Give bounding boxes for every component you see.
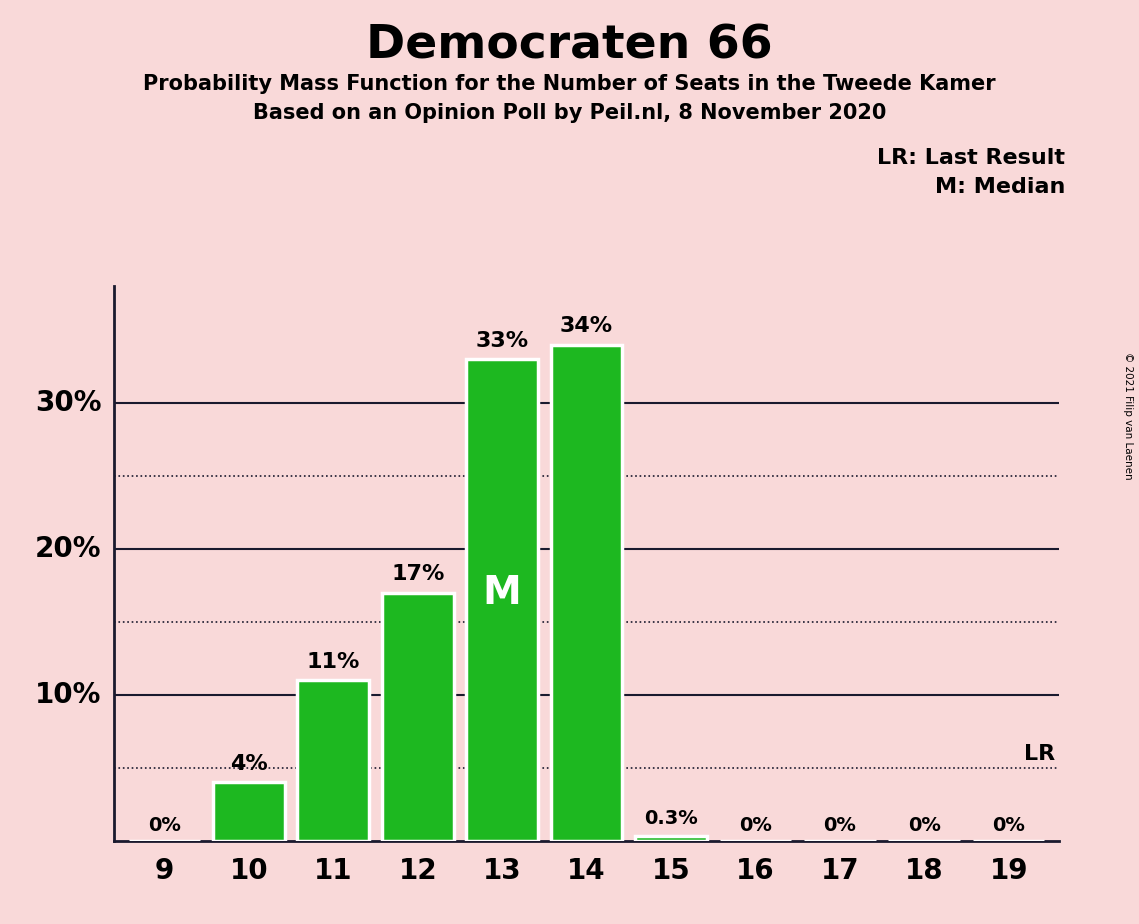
Text: 11%: 11% bbox=[306, 651, 360, 672]
Bar bbox=[636, 836, 707, 841]
Text: M: Median: M: Median bbox=[935, 177, 1065, 198]
Text: 10%: 10% bbox=[35, 681, 101, 709]
Text: © 2021 Filip van Laenen: © 2021 Filip van Laenen bbox=[1123, 352, 1132, 480]
Bar bbox=[213, 783, 285, 841]
Text: 0%: 0% bbox=[992, 816, 1025, 835]
Text: M: M bbox=[483, 574, 522, 612]
Text: LR: LR bbox=[1024, 744, 1055, 763]
Text: 0%: 0% bbox=[148, 816, 181, 835]
Text: 0.3%: 0.3% bbox=[645, 808, 698, 828]
Text: LR: Last Result: LR: Last Result bbox=[877, 148, 1065, 168]
Bar bbox=[551, 345, 622, 841]
Text: 0%: 0% bbox=[739, 816, 772, 835]
Bar bbox=[466, 359, 538, 841]
Text: Based on an Opinion Poll by Peil.nl, 8 November 2020: Based on an Opinion Poll by Peil.nl, 8 N… bbox=[253, 103, 886, 124]
Text: 20%: 20% bbox=[34, 535, 101, 563]
Text: Democraten 66: Democraten 66 bbox=[366, 23, 773, 68]
Text: Probability Mass Function for the Number of Seats in the Tweede Kamer: Probability Mass Function for the Number… bbox=[144, 74, 995, 94]
Text: 0%: 0% bbox=[823, 816, 857, 835]
Text: 17%: 17% bbox=[391, 564, 444, 584]
Text: 33%: 33% bbox=[476, 331, 528, 350]
Text: 4%: 4% bbox=[230, 754, 268, 773]
Text: 0%: 0% bbox=[908, 816, 941, 835]
Bar bbox=[382, 593, 453, 841]
Text: 30%: 30% bbox=[34, 389, 101, 417]
Text: 34%: 34% bbox=[560, 316, 613, 336]
Bar bbox=[297, 680, 369, 841]
